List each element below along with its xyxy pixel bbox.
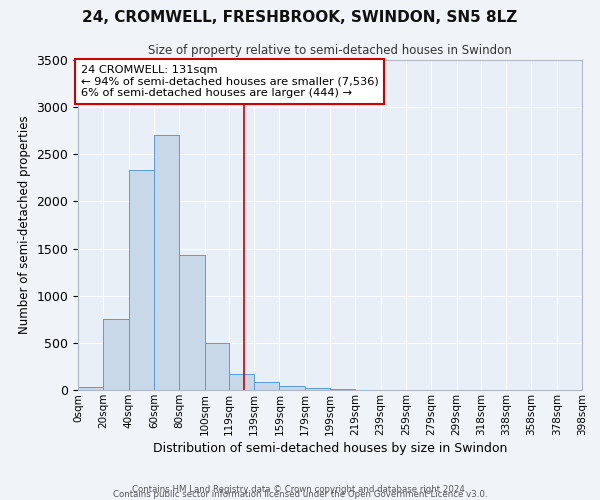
Text: 24, CROMWELL, FRESHBROOK, SWINDON, SN5 8LZ: 24, CROMWELL, FRESHBROOK, SWINDON, SN5 8… [82,10,518,25]
Text: Contains HM Land Registry data © Crown copyright and database right 2024.: Contains HM Land Registry data © Crown c… [132,484,468,494]
Bar [128,170,154,390]
Bar [330,389,355,390]
Bar [78,387,103,390]
Text: Contains public sector information licensed under the Open Government Licence v3: Contains public sector information licen… [113,490,487,499]
Bar [205,343,229,390]
X-axis label: Distribution of semi-detached houses by size in Swindon: Distribution of semi-detached houses by … [153,442,507,455]
Bar [154,136,179,390]
Bar [254,382,280,390]
Text: 24 CROMWELL: 131sqm
← 94% of semi-detached houses are smaller (7,536)
6% of semi: 24 CROMWELL: 131sqm ← 94% of semi-detach… [80,65,378,98]
Bar [179,255,205,390]
Bar [280,386,305,390]
Bar [229,374,254,390]
Bar [305,388,330,390]
Y-axis label: Number of semi-detached properties: Number of semi-detached properties [18,116,31,334]
Bar [103,320,128,390]
Title: Size of property relative to semi-detached houses in Swindon: Size of property relative to semi-detach… [148,44,512,58]
